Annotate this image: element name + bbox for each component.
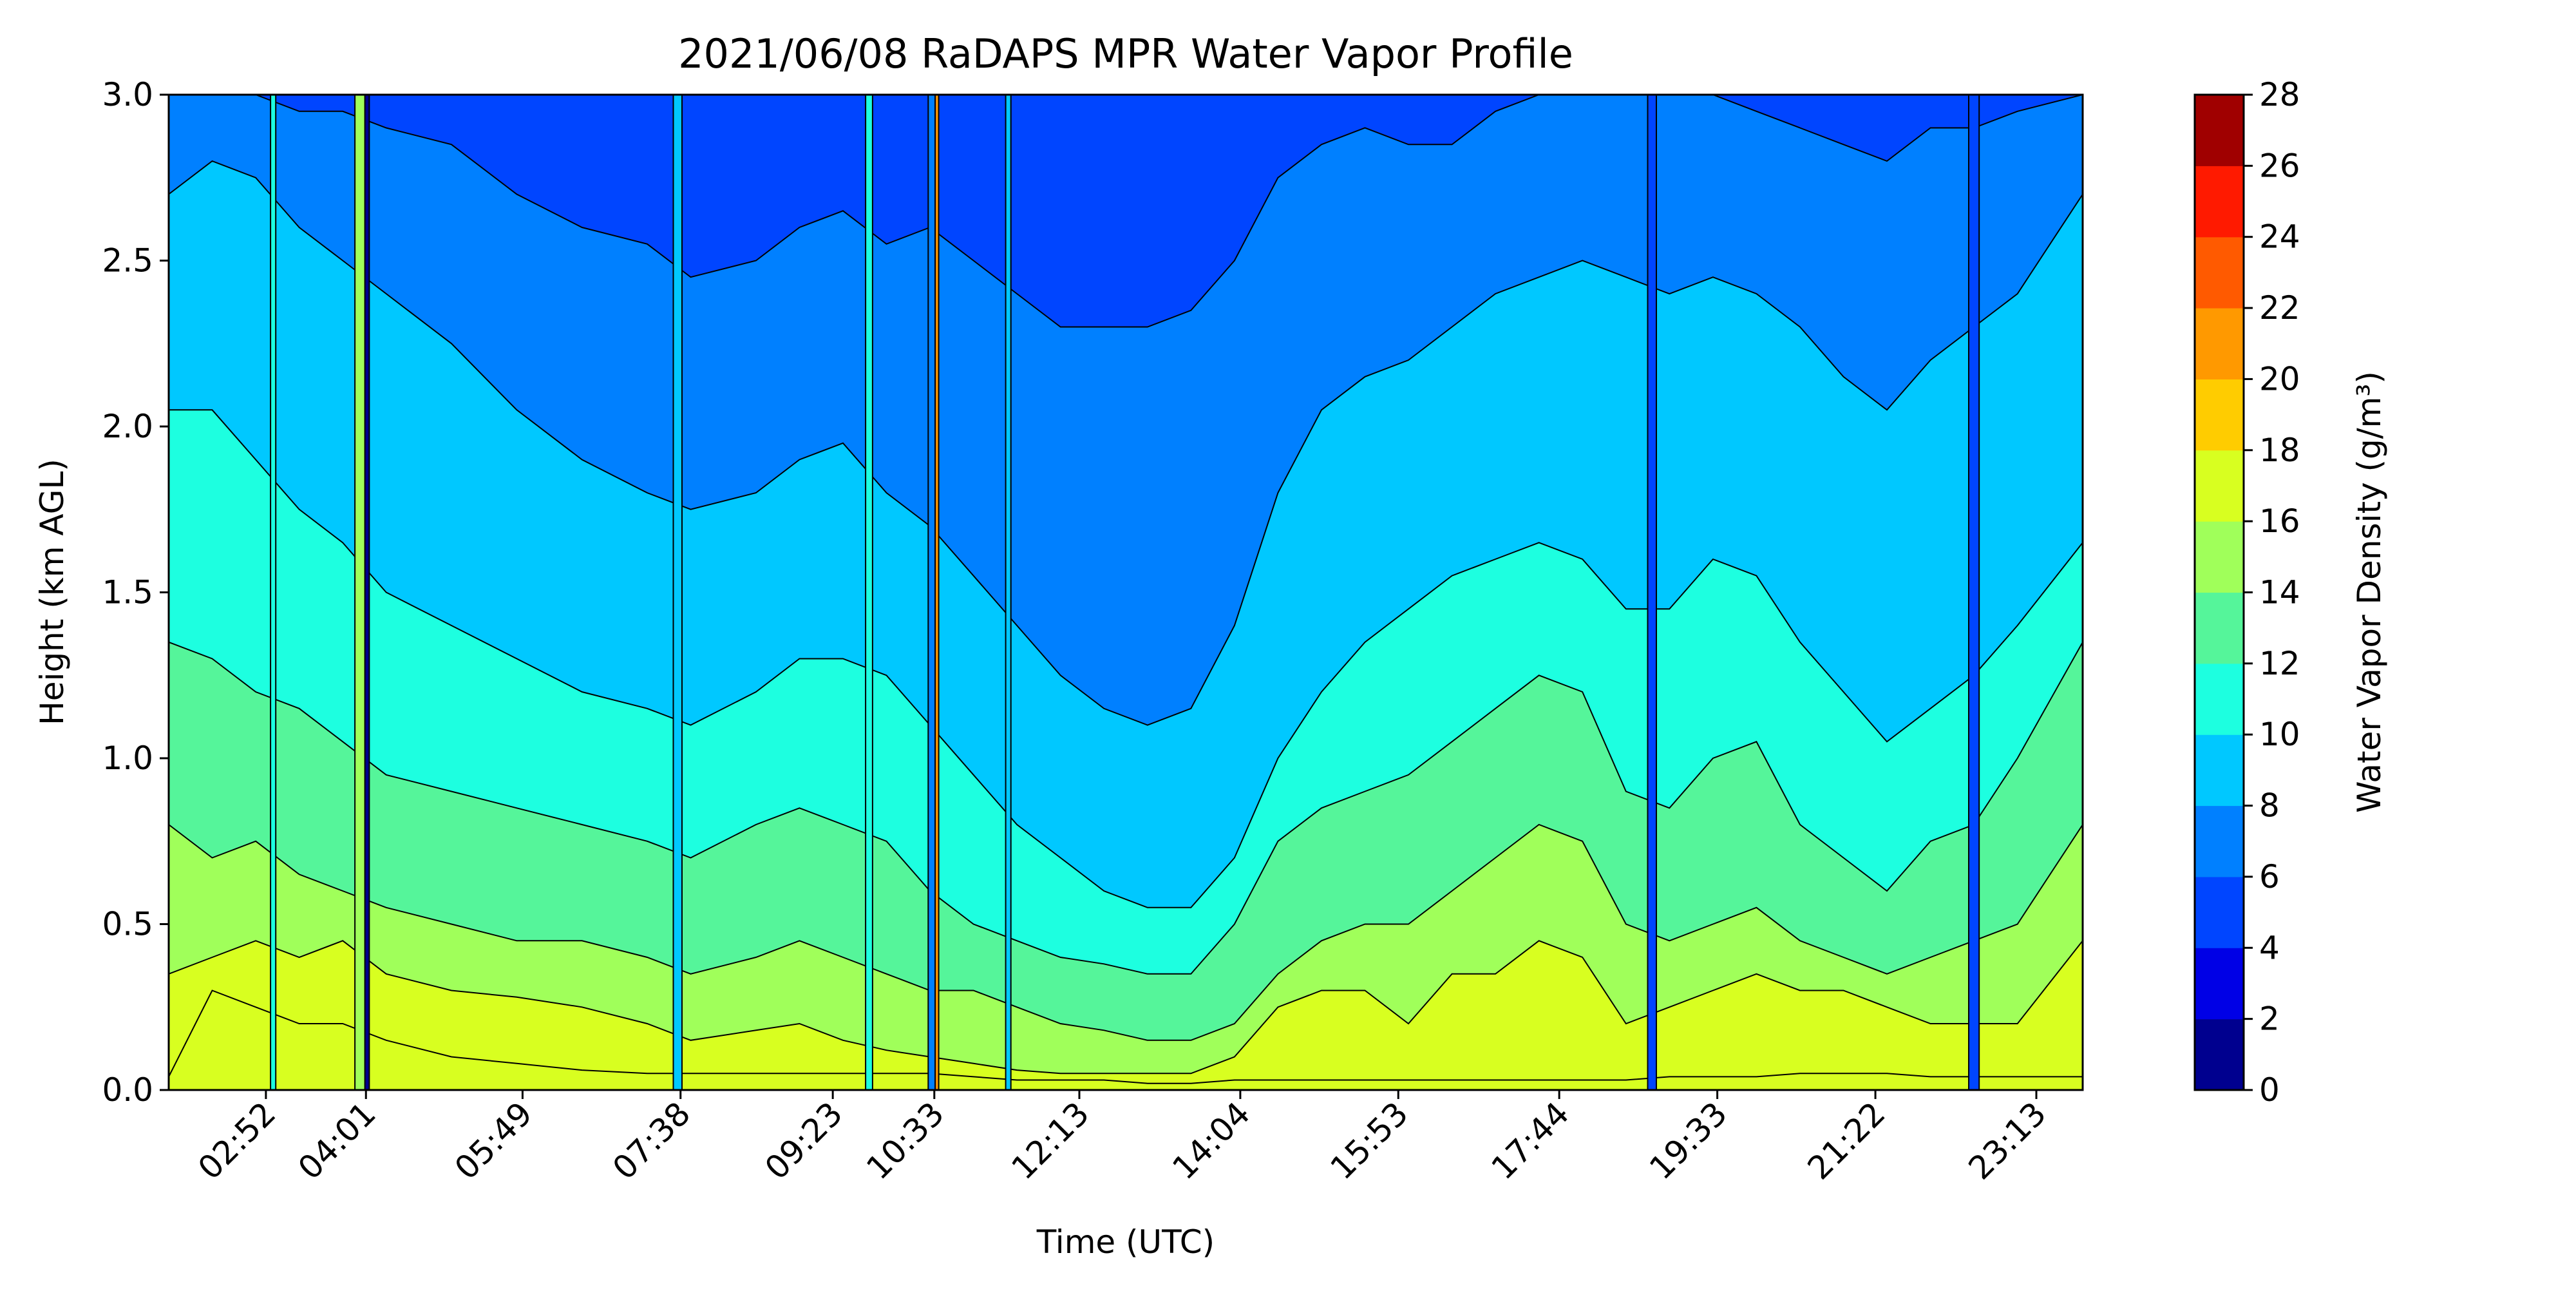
plot-area	[169, 95, 2083, 1090]
colorbar-tick-label: 24	[2259, 218, 2300, 256]
spike-column-4	[934, 95, 940, 1090]
colorbar-tick-label: 4	[2259, 929, 2280, 966]
spike-column-9	[1005, 95, 1012, 1090]
colorbar-label: Water Vapor Density (g/m³)	[2351, 371, 2388, 813]
y-tick-label: 1.0	[102, 740, 153, 777]
spike-column-6	[1968, 95, 1980, 1090]
colorbar-tick-label: 20	[2259, 360, 2300, 397]
colorbar-segment	[2195, 592, 2244, 664]
contour-line-12	[169, 641, 2083, 975]
colorbar-tick-label: 28	[2259, 76, 2300, 113]
spike-column-3	[927, 95, 936, 1090]
band-4-6	[169, 95, 2083, 327]
colorbar-segment	[2195, 379, 2244, 451]
contour-line-16	[169, 940, 2083, 1075]
x-tick-label: 09:23	[758, 1095, 850, 1187]
colorbar-tick-label: 12	[2259, 645, 2300, 682]
colorbar-tick-label: 16	[2259, 502, 2300, 540]
x-tick-label: 02:52	[191, 1095, 283, 1187]
colorbar-tick-label: 8	[2259, 787, 2280, 825]
x-tick-label: 04:01	[291, 1095, 383, 1187]
x-tick-label: 17:44	[1484, 1095, 1577, 1187]
x-tick-label: 21:22	[1801, 1095, 1893, 1187]
spike-column-7	[270, 95, 277, 1090]
colorbar-tick-label: 18	[2259, 432, 2300, 469]
x-axis: 02:52 04:01 05:49 07:38 09:23 10:33 12:13 14:04…	[191, 1090, 2053, 1187]
colorbar-segment	[2195, 1018, 2244, 1091]
band-6-8	[169, 95, 2083, 725]
contour-line-10	[169, 409, 2083, 908]
colorbar-segment	[2195, 166, 2244, 238]
y-tick-label: 0.5	[102, 906, 153, 943]
colorbar-segment	[2195, 95, 2244, 166]
spike-column-0	[354, 95, 366, 1090]
x-tick-label: 19:33	[1642, 1095, 1734, 1187]
colorbar-segment	[2195, 450, 2244, 522]
colorbar-segment	[2195, 948, 2244, 1020]
contour-line-18	[169, 990, 2083, 1084]
y-tick-label: 3.0	[102, 76, 153, 113]
x-tick-label: 23:13	[1962, 1095, 2054, 1187]
y-tick-label: 2.0	[102, 408, 153, 445]
colorbar-tick-label: 26	[2259, 147, 2300, 184]
colorbar-tick-label: 0	[2259, 1071, 2280, 1109]
colorbar-segment	[2195, 521, 2244, 593]
colorbar-segment	[2195, 734, 2244, 807]
contour-line-8	[169, 160, 2083, 726]
colorbar-tick-label: 10	[2259, 716, 2300, 753]
spike-column-2	[672, 95, 683, 1090]
x-tick-label: 12:13	[1005, 1095, 1097, 1187]
y-axis: 0.0 0.5 1.0 1.5 2.0 2.5 3.0	[102, 76, 169, 1109]
x-tick-label: 07:38	[605, 1095, 697, 1187]
spike-column-8	[865, 95, 873, 1090]
spike-column-5	[1647, 95, 1657, 1090]
y-tick-label: 1.5	[102, 574, 153, 611]
colorbar-tick-label: 22	[2259, 289, 2300, 327]
colorbar-tick-label: 6	[2259, 858, 2280, 895]
colorbar-tick-label: 2	[2259, 1000, 2280, 1038]
x-axis-label: Time (UTC)	[1036, 1223, 1215, 1261]
y-axis-label: Height (km AGL)	[33, 459, 71, 725]
y-tick-label: 2.5	[102, 242, 153, 280]
colorbar-segment	[2195, 876, 2244, 948]
x-tick-label: 15:53	[1323, 1095, 1416, 1187]
x-tick-label: 14:04	[1165, 1095, 1257, 1187]
chart-title: 2021/06/08 RaDAPS MPR Water Vapor Profil…	[678, 30, 1573, 77]
colorbar-segment	[2195, 236, 2244, 309]
colorbar-segment	[2195, 663, 2244, 735]
y-tick-label: 0.0	[102, 1071, 153, 1109]
colorbar-segment	[2195, 308, 2244, 379]
contour-line-14	[169, 823, 2083, 1041]
colorbar-tick-label: 14	[2259, 574, 2300, 611]
colorbar-segment	[2195, 805, 2244, 877]
x-tick-label: 05:49	[448, 1095, 540, 1187]
spike-column-1	[364, 95, 370, 1090]
x-tick-label: 10:33	[859, 1095, 951, 1187]
contour-line-6	[169, 95, 2083, 328]
